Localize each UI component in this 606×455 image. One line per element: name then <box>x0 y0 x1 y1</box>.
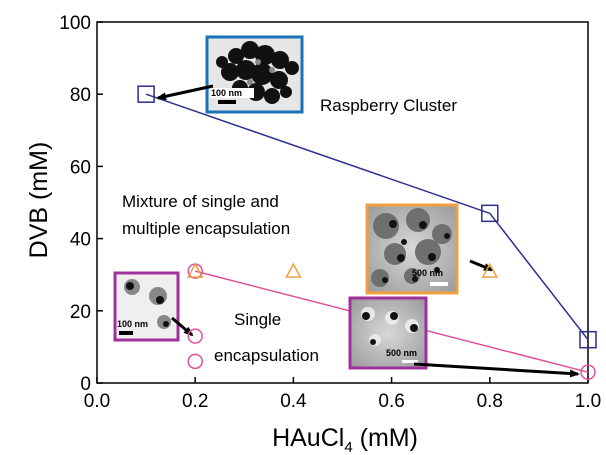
x-axis-title: HAuCl4 (mM) <box>272 424 418 455</box>
y-tick-label: 0 <box>80 374 91 395</box>
square-marker <box>481 204 499 223</box>
y-tick-label: 80 <box>70 85 91 106</box>
triangle-marker <box>186 262 204 278</box>
arrow-mixture <box>469 259 494 272</box>
circle-marker <box>187 328 203 344</box>
tem-inset-mixture: 500 nm <box>365 203 459 295</box>
arrow-single-large <box>413 362 580 378</box>
y-axis-title: DVB (mM) <box>25 142 53 259</box>
annotation-single-line1: Single <box>234 310 281 329</box>
tem-scale-label-raspberry: 100 nm <box>211 88 242 98</box>
x-axis-title-main: HAuCl <box>272 424 344 452</box>
x-tick-label: 0.8 <box>477 391 503 412</box>
annotation-mixture-line1: Mixture of single and <box>122 192 279 211</box>
circle-marker <box>187 353 203 370</box>
tem-scale-label-mixture: 500 nm <box>412 268 443 278</box>
arrow-raspberry <box>156 84 214 101</box>
tem-scale-label-single-small: 100 nm <box>117 319 148 329</box>
tem-scale-label-single-large: 500 nm <box>386 348 417 358</box>
x-axis-title-subscript: 4 <box>344 439 352 455</box>
x-tick-label: 0.0 <box>84 391 110 412</box>
annotation-mixture-line2: multiple encapsulation <box>122 219 290 238</box>
square-marker <box>137 85 155 103</box>
tem-inset-single-small: 100 nm <box>113 271 180 342</box>
y-tick-label: 20 <box>70 302 91 323</box>
x-tick-label: 0.2 <box>182 391 208 412</box>
triangle-marker <box>481 262 499 278</box>
x-tick-label: 0.4 <box>280 391 307 412</box>
plot-frame <box>96 21 589 384</box>
triangle-marker <box>285 262 302 278</box>
y-tick-label: 60 <box>70 157 91 178</box>
y-tick-label: 40 <box>70 230 91 251</box>
x-axis-title-unit: (mM) <box>353 424 418 452</box>
tem-inset-raspberry: 100 nm <box>205 35 304 114</box>
y-tick-label: 100 <box>59 13 91 34</box>
series-square-line <box>145 93 589 341</box>
annotation-raspberry-cluster: Raspberry Cluster <box>320 96 457 115</box>
square-marker <box>579 330 597 349</box>
circle-marker <box>580 364 596 380</box>
x-tick-label: 0.6 <box>378 391 404 412</box>
tem-inset-single-large: 500 nm <box>348 296 428 370</box>
x-tick-label: 1.0 <box>575 391 601 412</box>
annotation-single-line2: encapsulation <box>214 346 319 365</box>
